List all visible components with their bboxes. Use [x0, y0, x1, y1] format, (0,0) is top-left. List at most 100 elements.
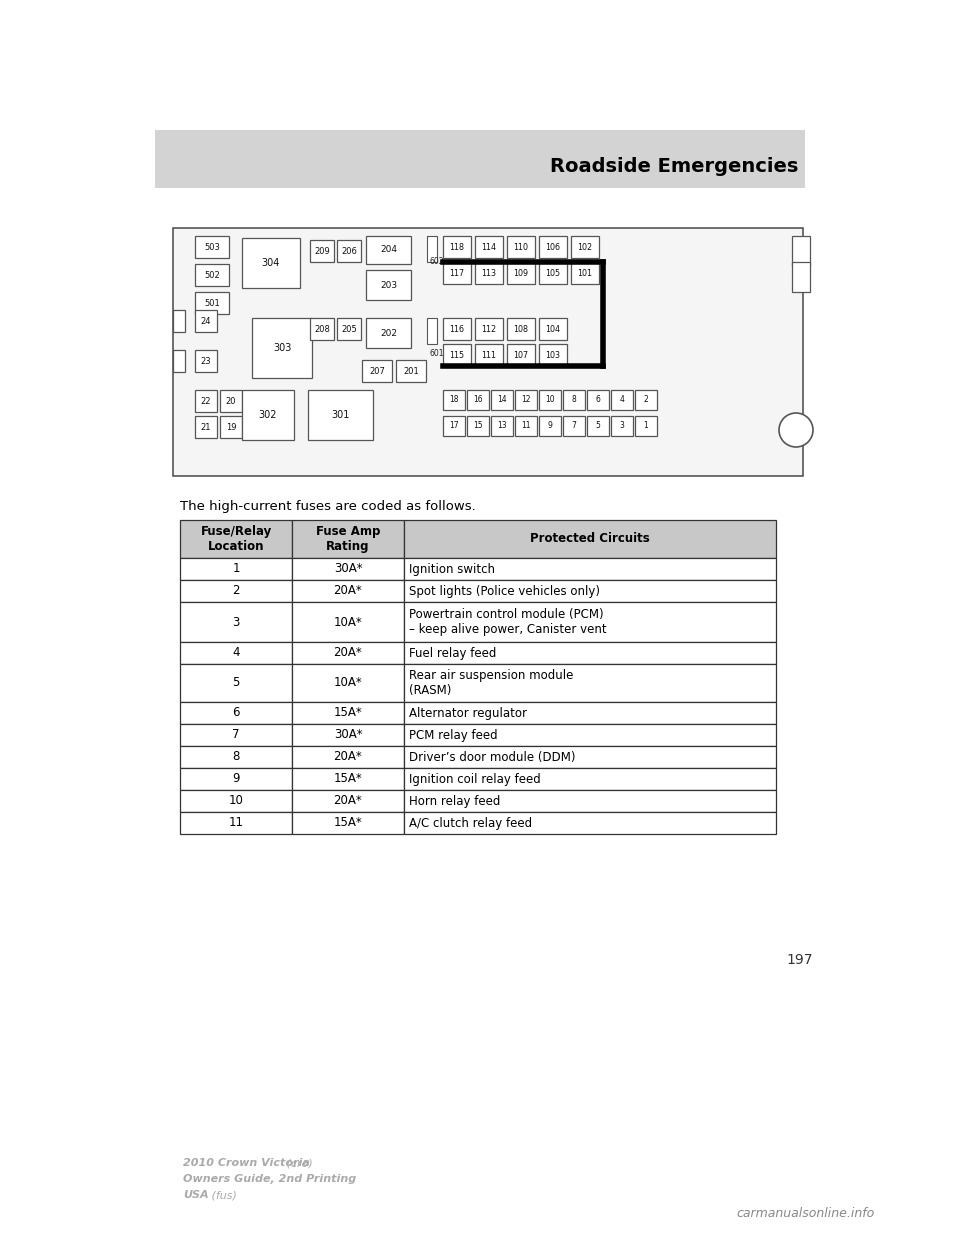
Text: 116: 116: [449, 324, 465, 334]
Bar: [195, 310, 217, 332]
Text: 4: 4: [619, 395, 624, 405]
Text: 203: 203: [380, 281, 397, 289]
Text: USA: USA: [183, 1190, 208, 1200]
Text: 22: 22: [201, 396, 211, 405]
Text: Ignition switch: Ignition switch: [409, 563, 495, 575]
Text: 17: 17: [449, 421, 459, 431]
Bar: [396, 360, 426, 383]
Text: 501: 501: [204, 298, 220, 308]
Bar: [337, 240, 361, 262]
Bar: [404, 558, 776, 580]
Text: 20: 20: [226, 396, 236, 405]
Text: 7: 7: [232, 729, 240, 741]
Text: 115: 115: [449, 350, 465, 359]
Bar: [292, 642, 404, 664]
Bar: [337, 318, 361, 340]
Bar: [404, 602, 776, 642]
Text: 19: 19: [226, 422, 236, 431]
Text: 20A*: 20A*: [334, 647, 362, 660]
Bar: [366, 318, 411, 348]
Text: 112: 112: [481, 324, 496, 334]
Text: 209: 209: [314, 246, 330, 256]
Text: 2010 Crown Victoria: 2010 Crown Victoria: [183, 1158, 310, 1167]
Bar: [195, 292, 229, 314]
Bar: [195, 390, 217, 412]
Text: 107: 107: [514, 350, 529, 359]
Bar: [292, 724, 404, 746]
Bar: [362, 360, 392, 383]
Text: 197: 197: [787, 953, 813, 968]
Text: 15A*: 15A*: [334, 816, 362, 830]
Text: 118: 118: [449, 242, 465, 251]
Bar: [220, 390, 242, 412]
Text: 6: 6: [595, 395, 600, 405]
Text: 114: 114: [482, 242, 496, 251]
Text: 14: 14: [497, 395, 507, 405]
Text: 3: 3: [232, 616, 240, 628]
Bar: [539, 416, 561, 436]
Bar: [443, 390, 465, 410]
Bar: [180, 602, 292, 642]
Text: 207: 207: [369, 366, 385, 375]
Bar: [539, 318, 567, 340]
Bar: [611, 390, 633, 410]
Text: (fus): (fus): [208, 1190, 237, 1200]
Text: 110: 110: [514, 242, 529, 251]
Text: 20A*: 20A*: [334, 795, 362, 807]
Text: 24: 24: [201, 317, 211, 325]
Text: 13: 13: [497, 421, 507, 431]
Text: 201: 201: [403, 366, 419, 375]
Bar: [404, 812, 776, 833]
Text: 15A*: 15A*: [334, 707, 362, 719]
Text: Ignition coil relay feed: Ignition coil relay feed: [409, 773, 540, 785]
Bar: [539, 262, 567, 284]
Bar: [467, 390, 489, 410]
Bar: [310, 240, 334, 262]
Text: 6: 6: [232, 707, 240, 719]
Text: 9: 9: [232, 773, 240, 785]
Bar: [635, 390, 657, 410]
Bar: [404, 724, 776, 746]
Bar: [180, 580, 292, 602]
Bar: [515, 390, 537, 410]
Text: 10A*: 10A*: [334, 677, 362, 689]
Text: 204: 204: [380, 246, 397, 255]
Text: Roadside Emergencies: Roadside Emergencies: [550, 158, 798, 176]
Bar: [404, 664, 776, 702]
Text: 202: 202: [380, 328, 397, 338]
Bar: [443, 344, 471, 366]
Bar: [507, 344, 535, 366]
Text: 11: 11: [228, 816, 244, 830]
Bar: [571, 236, 599, 258]
Bar: [180, 724, 292, 746]
Bar: [427, 236, 437, 262]
Bar: [310, 318, 334, 340]
Bar: [507, 262, 535, 284]
Bar: [404, 768, 776, 790]
Bar: [180, 558, 292, 580]
Bar: [180, 664, 292, 702]
Bar: [404, 520, 776, 558]
Bar: [366, 270, 411, 301]
Text: 104: 104: [545, 324, 561, 334]
Bar: [292, 558, 404, 580]
Text: 111: 111: [482, 350, 496, 359]
Bar: [292, 746, 404, 768]
Bar: [475, 318, 503, 340]
Text: Owners Guide, 2nd Printing: Owners Guide, 2nd Printing: [183, 1174, 356, 1184]
Text: 117: 117: [449, 268, 465, 277]
Text: 301: 301: [331, 410, 349, 420]
Bar: [173, 229, 803, 476]
Text: 206: 206: [341, 246, 357, 256]
Text: 1: 1: [643, 421, 648, 431]
Text: Fuel relay feed: Fuel relay feed: [409, 647, 496, 660]
Text: Alternator regulator: Alternator regulator: [409, 707, 527, 719]
Bar: [180, 812, 292, 833]
Text: 10: 10: [545, 395, 555, 405]
Bar: [220, 416, 242, 438]
Text: 15: 15: [473, 421, 483, 431]
Bar: [195, 350, 217, 373]
Bar: [404, 746, 776, 768]
Text: PCM relay feed: PCM relay feed: [409, 729, 497, 741]
Bar: [292, 812, 404, 833]
